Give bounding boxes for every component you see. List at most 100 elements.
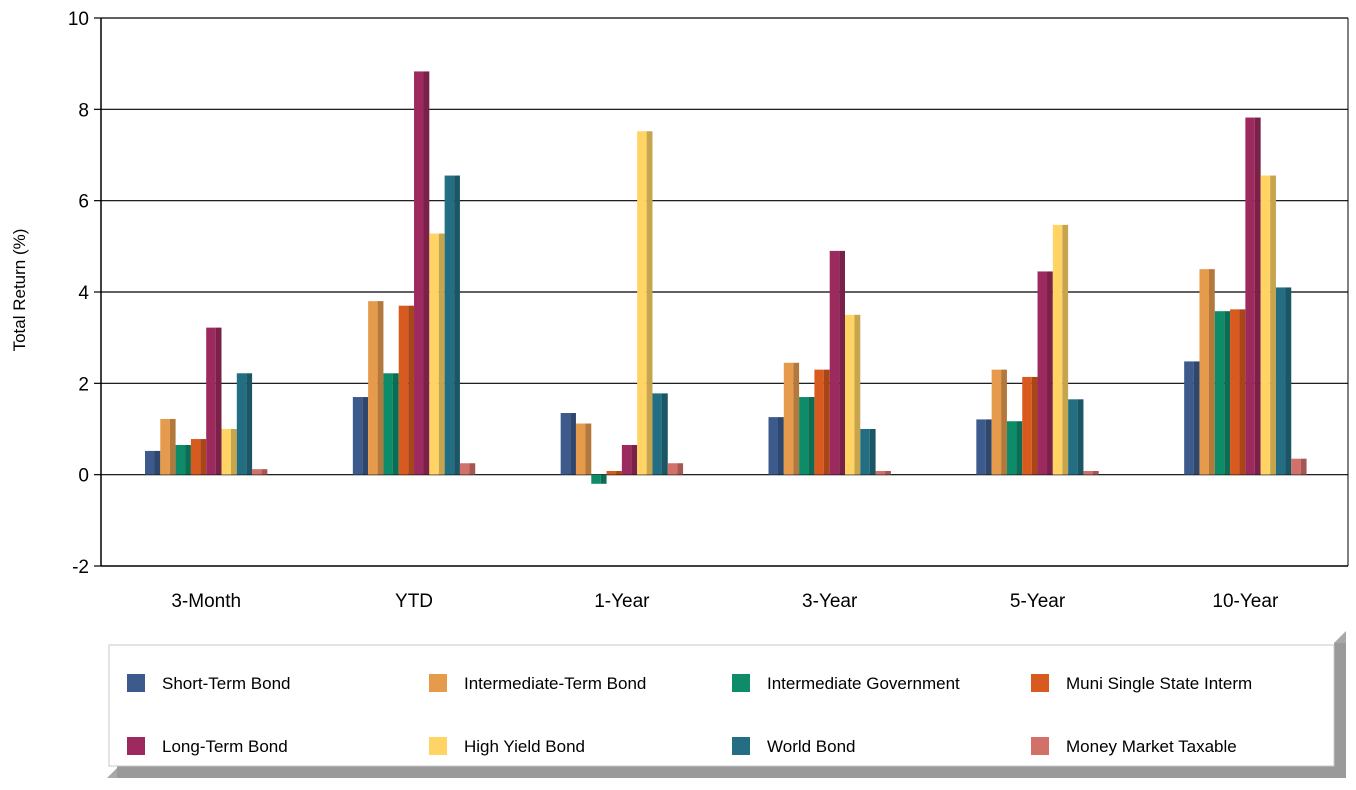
bar-side [1254,117,1261,475]
bar-side [230,429,237,475]
bar-side [777,417,784,475]
bar [1245,117,1261,475]
bar-front [845,314,855,475]
bar [768,417,784,475]
legend-swatch [127,737,145,755]
bar-front [236,373,247,475]
bar-side [985,419,992,475]
bar [606,471,622,475]
bar-side [1224,311,1231,475]
bar [575,423,592,475]
bar-front [368,301,378,475]
legend-item: Money Market Taxable [1031,737,1237,756]
y-tick-label: -2 [72,557,89,578]
bar-side [677,463,684,475]
bar-front [1083,471,1093,475]
bar-front [814,369,824,475]
bar [621,444,638,475]
bar-side [423,71,430,475]
bar-front [783,362,794,475]
bar [383,373,399,475]
bar [160,418,176,475]
bar [814,369,830,475]
legend-item: High Yield Bond [429,737,585,756]
bars [145,71,1307,484]
bar-front [252,469,262,475]
bar-side [469,463,476,475]
bar-side [1077,399,1084,475]
bar [1022,376,1038,475]
bar [368,301,384,475]
bar [1052,224,1069,475]
bar [1275,287,1292,475]
bar [236,373,253,475]
bar-side [1001,369,1007,475]
x-category-labels: 3-Month YTD 1-Year 3-Year 5-Year 10-Year [171,591,1279,612]
y-tick-label: 10 [68,9,89,30]
bar [1083,471,1099,475]
bar-front [606,471,617,475]
bar-side [1239,309,1246,475]
legend-shadow-bottom [117,766,1346,778]
bar-side [616,471,622,475]
legend-box [108,644,1335,767]
bar-side [1047,271,1053,475]
legend-swatch [732,674,750,692]
legend-swatch [1031,674,1049,692]
bar-side [408,305,415,475]
bar-front [560,413,571,475]
legend-swatch [127,674,145,692]
bar-side [1092,471,1099,475]
bar-front [991,369,1002,475]
bar-side [854,314,861,475]
bar [829,250,845,475]
bar [398,305,415,475]
bar-front [1199,269,1209,475]
bar-side [661,393,668,475]
bar [591,474,607,484]
bar-side [1285,287,1292,475]
y-tick-label: 2 [78,374,89,395]
bar [459,463,476,475]
bar-front [976,419,986,475]
bar-front [652,393,662,475]
bar-side [646,131,653,475]
bar-front [637,131,647,475]
bar-front [221,429,231,475]
bar-side [377,301,384,475]
bar-front [1006,421,1017,475]
bar-side [808,397,815,475]
bar [1291,458,1307,475]
bar-side [839,250,845,475]
bar-front [383,373,393,475]
bar-front [1291,458,1301,475]
bar-front [1184,361,1194,475]
bar [145,450,161,475]
bar-front [1275,287,1286,475]
legend-shadow-right [1334,643,1346,778]
bar-front [160,418,170,475]
bar-front [1214,311,1225,475]
legend-item: World Bond [732,737,856,756]
bar-side [869,429,876,475]
category-label: YTD [395,591,433,612]
legend-item: Long-Term Bond [127,737,288,756]
bar-side [185,444,191,475]
bar-front [352,397,363,475]
bar [783,362,800,475]
bar [175,444,191,475]
bar-side [362,397,369,475]
bar-side [454,175,460,475]
bar-front [1230,309,1240,475]
bar-front [1068,399,1078,475]
bar-front [575,423,586,475]
bar [560,413,576,475]
y-tick-label: 8 [78,100,89,121]
bar [1199,269,1215,475]
y-tick-label: 0 [78,466,89,487]
legend-label: World Bond [767,737,856,756]
bar-side [1016,421,1023,475]
bar [221,429,237,475]
bar [991,369,1007,475]
bar [1214,311,1231,475]
